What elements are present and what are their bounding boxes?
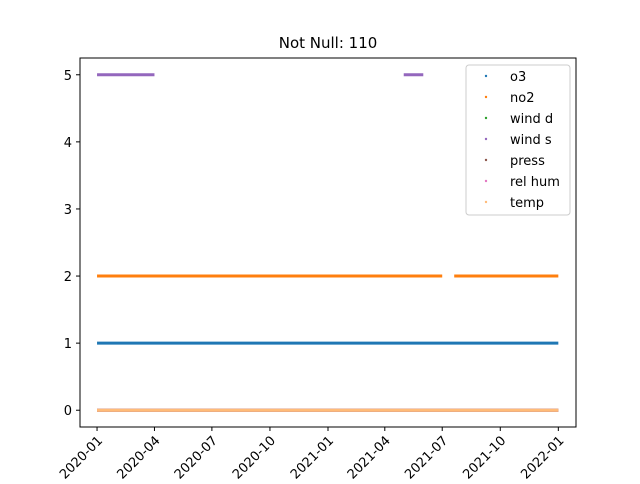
legend-label: wind d	[510, 112, 553, 127]
legend-marker	[484, 158, 488, 162]
y-tick-label: 1	[64, 337, 72, 352]
legend-label: o3	[510, 70, 526, 85]
legend-label: temp	[510, 196, 544, 211]
y-tick-label: 0	[64, 404, 72, 419]
x-tick-label: 2020-01	[57, 433, 106, 480]
legend: o3 no2 wind d wind s press rel hum temp	[465, 64, 571, 216]
legend-marker	[484, 179, 488, 183]
y-tick-label: 3	[64, 203, 72, 218]
x-tick-label: 2020-07	[172, 433, 221, 480]
x-tick-label: 2020-04	[114, 433, 163, 480]
data-marks	[97, 73, 559, 412]
legend-marker	[484, 116, 488, 120]
legend-box	[465, 64, 571, 216]
legend-label: press	[510, 154, 545, 169]
legend-marker	[484, 95, 488, 99]
legend-marker	[484, 74, 488, 78]
y-tick-label: 4	[64, 136, 72, 151]
plot-frame	[79, 57, 577, 428]
x-tick-label: 2021-01	[288, 433, 337, 480]
x-tick-label: 2021-10	[460, 433, 509, 480]
x-tick-label: 2021-07	[402, 433, 451, 480]
x-tick-label: 2020-10	[230, 433, 279, 480]
legend-marker	[484, 137, 488, 141]
legend-label: no2	[510, 91, 534, 106]
x-tick-label: 2021-04	[345, 433, 394, 480]
y-tick-label: 2	[64, 270, 72, 285]
legend-label: wind s	[510, 133, 552, 148]
legend-marker	[484, 200, 488, 204]
legend-label: rel hum	[510, 175, 560, 190]
x-tick-label: 2022-01	[518, 433, 567, 480]
chart-title: Not Null: 110	[279, 34, 378, 52]
y-tick-label: 5	[64, 69, 72, 84]
